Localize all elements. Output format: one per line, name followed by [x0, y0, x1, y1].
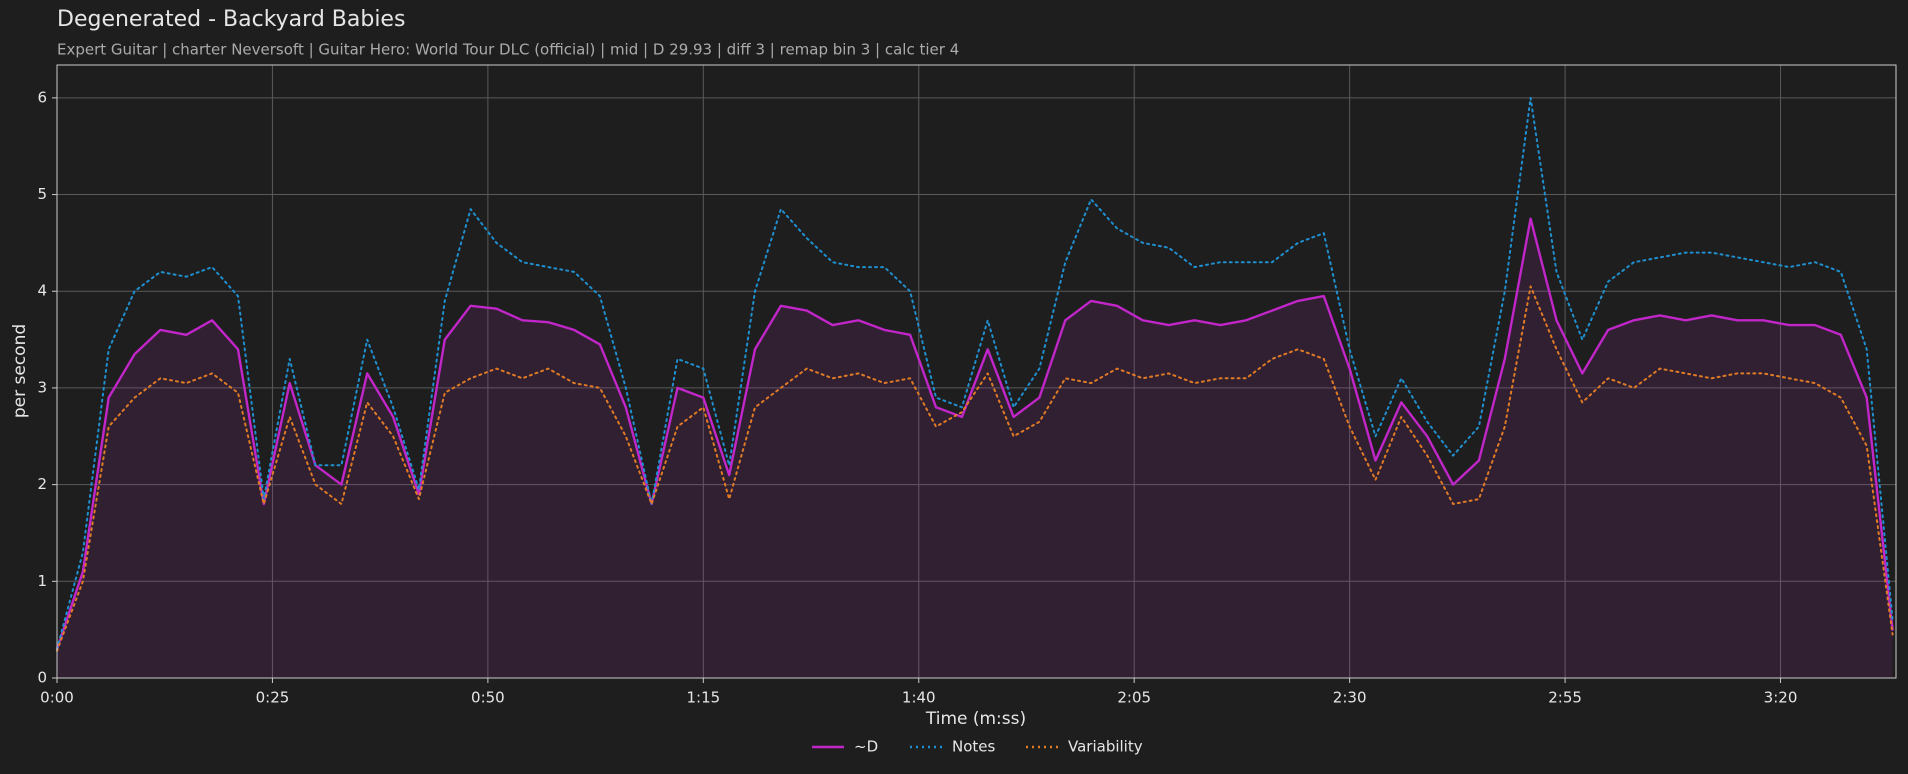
x-tick-label: 0:50 — [471, 689, 505, 707]
x-tick-label: 2:05 — [1117, 689, 1151, 707]
x-tick-label: 1:15 — [686, 689, 720, 707]
x-tick-label: 1:40 — [902, 689, 936, 707]
series-line — [55, 217, 1894, 651]
y-tick-label: 6 — [37, 88, 47, 106]
plot-frame — [56, 64, 1897, 679]
chart-title: Degenerated - Backyard Babies — [57, 7, 405, 32]
y-axis-label: per second — [10, 324, 30, 418]
series-line — [56, 285, 1894, 652]
y-tick-label: 4 — [37, 282, 47, 300]
x-tick-label: 2:30 — [1333, 689, 1367, 707]
x-axis-label: Time (m:ss) — [925, 709, 1026, 729]
y-tick-label: 0 — [37, 669, 47, 687]
x-tick-label: 0:25 — [256, 689, 290, 707]
legend-label: Notes — [952, 738, 996, 756]
y-tick-label: 3 — [37, 378, 47, 396]
y-tick-label: 5 — [37, 185, 47, 203]
y-tick-label: 2 — [37, 475, 47, 493]
x-tick-label: 2:55 — [1548, 689, 1582, 707]
x-tick-label: 3:20 — [1764, 689, 1798, 707]
legend-label: ~D — [854, 738, 878, 756]
x-tick-label: 0:00 — [40, 689, 74, 707]
area — [57, 218, 1893, 678]
legend-label: Variability — [1068, 738, 1143, 756]
chart-subtitle: Expert Guitar | charter Neversoft | Guit… — [57, 41, 959, 59]
y-tick-label: 1 — [37, 572, 47, 590]
series-line — [56, 96, 1894, 650]
